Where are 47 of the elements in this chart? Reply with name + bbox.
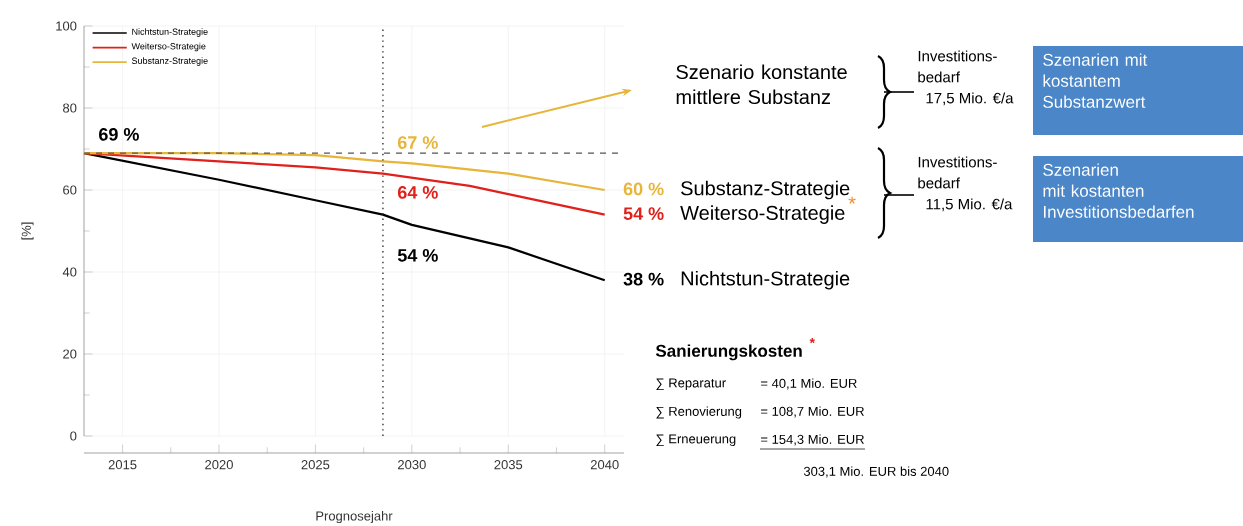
data-label: 54 % [623,207,664,220]
text: bedarf [918,177,960,189]
text: = 108,7 Mio. EUR [761,406,864,418]
x-tick-label: 2015 [108,460,137,470]
x-tick-label: 2025 [301,460,330,470]
y-tick-label: 0 [70,431,77,441]
text: 303,1 Mio. EUR bis 2040 [803,466,949,478]
y-axis-title: [%] [21,222,34,240]
text: Investitions- [918,156,997,168]
line-series [82,152,606,282]
data-label: 67 % [397,136,438,149]
text: Szenarien mit kostanten Investitionsbedarfen [1043,163,1194,218]
text: Weiterso-Strategie [680,205,845,224]
y-tick-label: 80 [63,103,77,113]
x-tick-label: 2020 [205,460,233,470]
x-tick-label: 2030 [398,460,426,470]
y-tick-label: 20 [63,349,77,359]
text: = 40,1 Mio. EUR [761,378,857,390]
text: Sanierungskosten [655,344,802,361]
text: Szenarien mit kostantem Substanzwert [1043,53,1148,108]
x-axis-title: Prognosejahr [316,511,393,524]
text: ∑ Renovierung [656,406,742,419]
data-label: 69 % [99,127,139,141]
data-label: 60 % [623,182,664,196]
text: ∑ Erneuerung [656,434,736,447]
text: Investitions- [918,50,997,62]
x-tick-label: 2040 [590,460,619,470]
text: Nichtstun-Strategie [681,270,850,290]
data-label: 54 % [397,249,438,262]
text: bedarf [918,71,960,83]
legend-label: Substanz-Strategie [131,57,208,66]
text: Substanz-Strategie [681,180,850,200]
text: * [809,337,816,344]
text: = 154,3 Mio. EUR [761,434,864,446]
text: ∑ Reparatur [656,378,726,391]
text: * [848,196,856,204]
x-tick-label: 2035 [494,460,523,470]
y-tick-label: 100 [56,21,77,31]
text: Szenario konstante mittlere Substanz [676,64,847,105]
legend-label: Nichtstun-Strategie [132,28,208,37]
text: 17,5 Mio. €/a [926,92,1014,106]
y-tick-label: 60 [63,185,77,195]
data-label: 38 % [623,272,664,286]
text: 11,5 Mio. €/a [926,198,1013,212]
data-label: 64 % [397,185,438,199]
y-tick-label: 40 [62,267,77,277]
legend-label: Weiterso-Strategie [131,42,206,52]
